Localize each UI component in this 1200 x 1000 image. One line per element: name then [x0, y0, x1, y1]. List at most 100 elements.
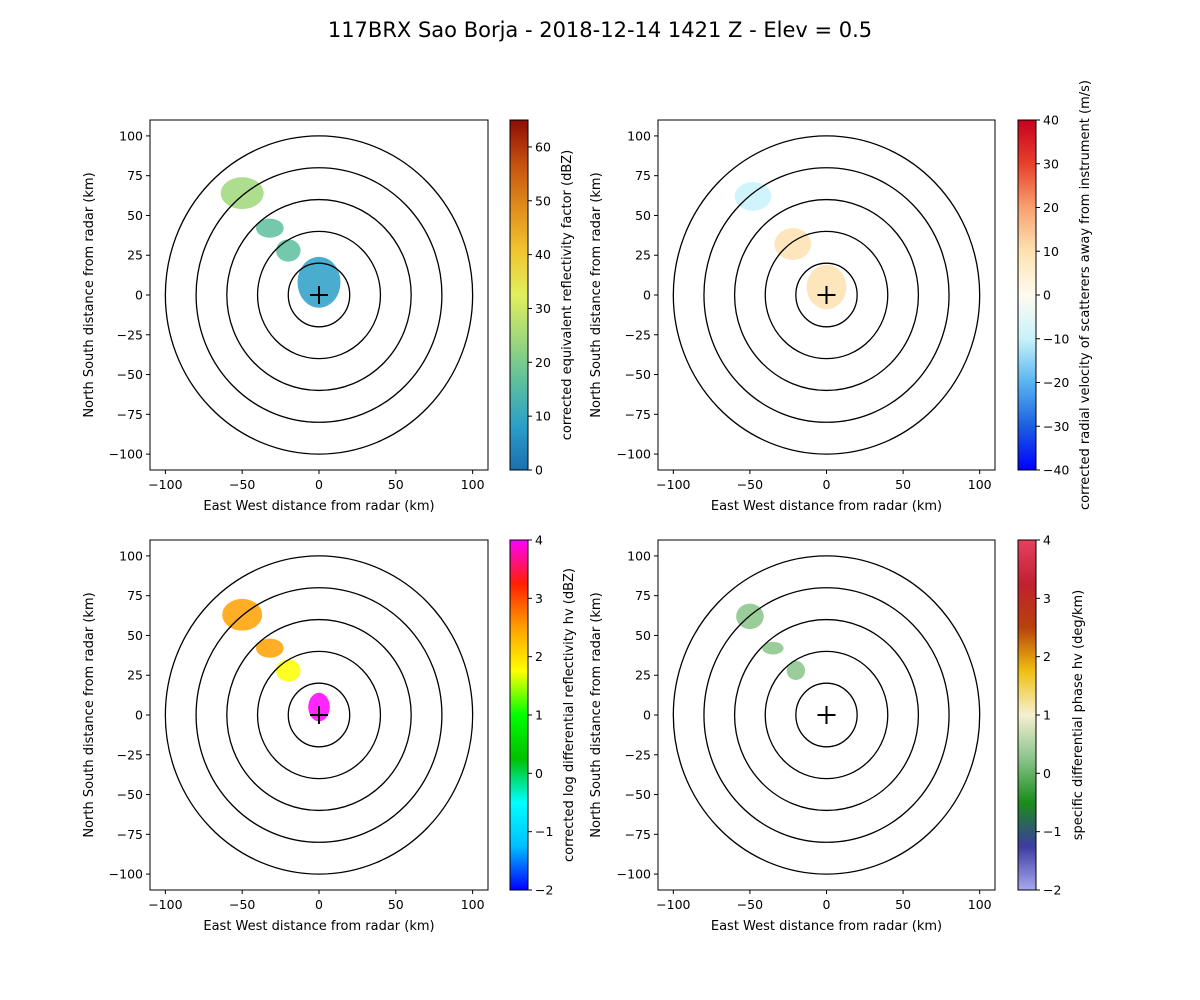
colorbar-tick-label: 30: [535, 301, 551, 316]
range-ring: [795, 262, 858, 328]
range-ring: [795, 682, 858, 748]
y-axis-label: North South distance from radar (km): [82, 592, 97, 837]
range-rings: [672, 555, 981, 875]
y-tick-label: −75: [117, 827, 143, 842]
range-ring: [672, 555, 981, 875]
x-tick-label: 100: [968, 897, 992, 912]
colorbar-tick-label: 3: [1043, 591, 1051, 606]
echo-region: [275, 239, 301, 262]
y-tick-label: −50: [117, 367, 143, 382]
range-ring: [733, 198, 920, 392]
y-tick-label: −25: [625, 747, 651, 762]
y-tick-label: 50: [127, 208, 143, 223]
x-axis-label: East West distance from radar (km): [711, 499, 942, 514]
y-tick-label: 0: [643, 288, 651, 303]
colorbar-tick-label: 0: [1043, 766, 1051, 781]
colorbar-tick-label: −2: [535, 883, 553, 898]
range-ring: [164, 555, 474, 875]
colorbar-tick-label: −30: [1043, 419, 1069, 434]
colorbar-tick-label: 40: [1043, 113, 1059, 128]
range-ring: [672, 135, 981, 455]
range-ring: [287, 682, 351, 748]
colorbar-tick-label: 3: [535, 591, 543, 606]
colorbar-tick-label: 0: [535, 463, 543, 478]
x-axis-label: East West distance from radar (km): [711, 919, 942, 934]
y-tick-label: −100: [109, 447, 143, 462]
y-tick-label: 0: [135, 288, 143, 303]
range-rings: [672, 135, 981, 455]
colorbar-tick-label: −10: [1043, 331, 1069, 346]
y-tick-label: −75: [625, 827, 651, 842]
y-tick-label: −50: [625, 787, 651, 802]
echo-region: [734, 182, 772, 211]
y-tick-label: −25: [625, 327, 651, 342]
x-tick-label: −50: [229, 477, 255, 492]
x-tick-label: −50: [229, 897, 255, 912]
x-tick-label: −100: [148, 477, 182, 492]
y-tick-label: −75: [625, 407, 651, 422]
x-tick-label: 50: [895, 477, 911, 492]
colorbar: [1017, 119, 1037, 471]
range-ring: [703, 167, 950, 423]
x-tick-label: 100: [461, 477, 485, 492]
echo-region: [774, 228, 812, 260]
x-tick-label: −50: [737, 897, 763, 912]
x-tick-label: 0: [315, 477, 323, 492]
echo-layer: [220, 177, 341, 308]
echo-layer: [734, 182, 847, 310]
colorbar-tick-label: −40: [1043, 463, 1069, 478]
y-tick-label: −100: [617, 447, 651, 462]
x-axis-label: East West distance from radar (km): [203, 499, 434, 514]
y-tick-label: 25: [635, 248, 651, 263]
colorbar-tick-label: 1: [1043, 708, 1051, 723]
y-tick-label: 100: [119, 548, 143, 563]
y-tick-label: −25: [117, 747, 143, 762]
y-axis-label: North South distance from radar (km): [82, 172, 97, 417]
range-ring: [226, 198, 412, 392]
colorbar-tick-label: 2: [1043, 649, 1051, 664]
colorbar-tick-label: 40: [535, 247, 551, 262]
range-rings: [164, 555, 474, 875]
range-ring: [764, 650, 889, 780]
x-tick-label: 50: [388, 477, 404, 492]
y-tick-label: 25: [127, 248, 143, 263]
colorbar-tick-label: 10: [1043, 244, 1059, 259]
echo-region: [256, 638, 284, 658]
range-rings: [164, 135, 474, 455]
y-tick-label: −50: [625, 367, 651, 382]
echo-region: [762, 641, 784, 655]
y-tick-label: 25: [127, 668, 143, 683]
y-tick-label: 100: [627, 128, 651, 143]
y-tick-label: 0: [643, 708, 651, 723]
colorbar-tick-label: 30: [1043, 156, 1059, 171]
x-axis-label: East West distance from radar (km): [203, 919, 434, 934]
x-tick-label: −50: [737, 477, 763, 492]
x-tick-label: −100: [148, 897, 182, 912]
x-tick-label: 100: [968, 477, 992, 492]
colorbar-tick-label: 0: [1043, 288, 1051, 303]
colorbar-label: corrected equivalent reflectivity factor…: [560, 150, 575, 441]
x-tick-label: 50: [895, 897, 911, 912]
range-ring: [195, 167, 443, 423]
y-tick-label: 100: [119, 128, 143, 143]
range-ring: [287, 262, 351, 328]
x-tick-label: 0: [315, 897, 323, 912]
colorbar: [509, 539, 529, 891]
colorbar-tick-label: 2: [535, 649, 543, 664]
colorbar-tick-label: 10: [535, 409, 551, 424]
echo-region: [786, 660, 806, 680]
panel-differential_reflectivity: −100 −50 0 50 100 −100 −75 −50 −25 0 25 50 75 100 East…: [82, 533, 577, 935]
y-tick-label: −25: [117, 327, 143, 342]
y-tick-label: 50: [635, 628, 651, 643]
colorbar-tick-label: 4: [1043, 533, 1051, 548]
echo-region: [220, 177, 264, 210]
x-tick-label: −100: [656, 897, 690, 912]
y-tick-label: 100: [627, 548, 651, 563]
range-ring: [256, 230, 382, 360]
panel-reflectivity: −100 −50 0 50 100−100−75−50−250255075100East…: [82, 119, 575, 514]
colorbar-tick-label: 60: [535, 139, 551, 154]
range-ring: [764, 230, 889, 360]
x-tick-label: 100: [461, 897, 485, 912]
x-tick-label: 0: [823, 477, 831, 492]
y-tick-label: 50: [127, 628, 143, 643]
